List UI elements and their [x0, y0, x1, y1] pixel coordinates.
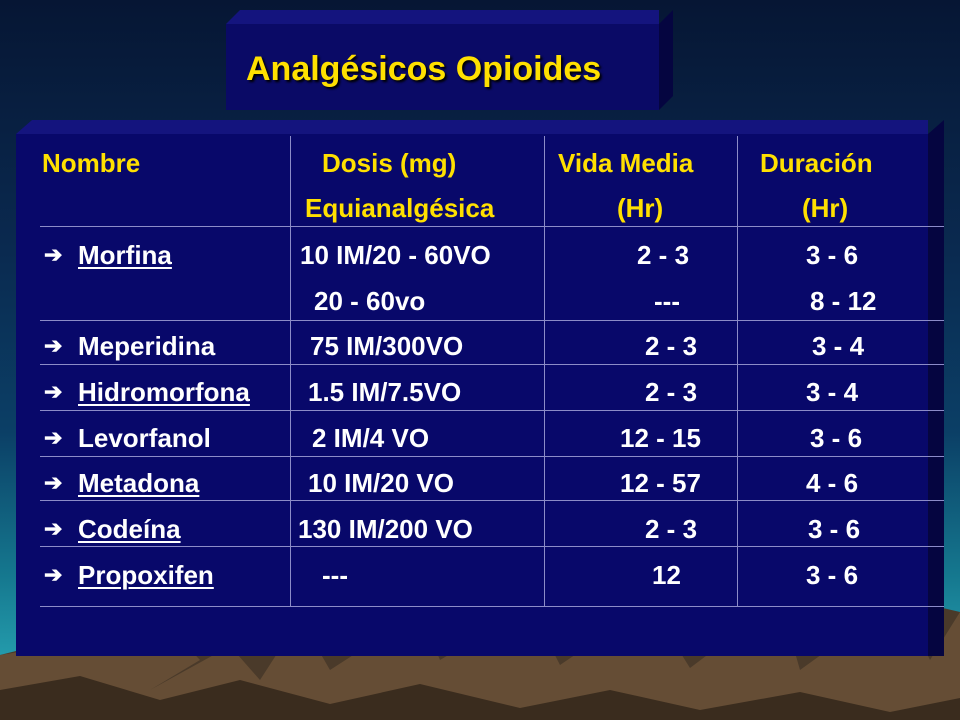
- drug-dose: 2 IM/4 VO: [312, 423, 430, 453]
- column-divider: [544, 136, 545, 606]
- drug-dose: 20 - 60vo: [314, 286, 426, 316]
- column-divider: [290, 136, 291, 606]
- header-dosis-sub: Equianalgésica: [305, 193, 495, 223]
- drug-name: Meperidina: [78, 331, 216, 361]
- drug-half-life: 2 - 3: [645, 514, 698, 544]
- drug-duration: 3 - 4: [812, 331, 865, 361]
- drug-duration: 8 - 12: [810, 286, 877, 316]
- right-arrow-icon: ➔: [44, 242, 63, 267]
- drug-half-life: 12: [652, 560, 681, 590]
- drug-name: Metadona: [78, 468, 200, 498]
- drug-half-life: 2 - 3: [645, 331, 698, 361]
- slide-title: Analgésicos Opioides: [246, 50, 602, 88]
- drug-half-life: 2 - 3: [637, 240, 690, 270]
- header-vida-sub: (Hr): [617, 193, 664, 223]
- drug-duration: 3 - 6: [806, 240, 859, 270]
- drug-dose: ---: [322, 560, 348, 590]
- drug-duration: 3 - 6: [810, 423, 863, 453]
- drug-dose: 10 IM/20 - 60VO: [300, 240, 491, 270]
- column-divider: [737, 136, 738, 606]
- drug-dose: 10 IM/20 VO: [308, 468, 454, 498]
- header-duracion-sub: (Hr): [802, 193, 849, 223]
- row-divider: [40, 320, 944, 321]
- header-duracion: Duración: [760, 148, 873, 178]
- row-divider: [40, 606, 944, 607]
- title-panel-top-edge: [226, 10, 659, 24]
- title-panel-side-edge: [659, 10, 673, 110]
- drug-duration: 4 - 6: [806, 468, 859, 498]
- row-divider: [40, 456, 944, 457]
- right-arrow-icon: ➔: [44, 379, 63, 404]
- drug-name: Morfina: [78, 240, 172, 270]
- drug-name: Propoxifen: [78, 560, 214, 590]
- drug-dose: 75 IM/300VO: [310, 331, 464, 361]
- table-panel: [16, 134, 928, 656]
- drug-dose: 130 IM/200 VO: [298, 514, 473, 544]
- drug-name: Codeína: [78, 514, 181, 544]
- drug-half-life: 12 - 57: [620, 468, 701, 498]
- drug-half-life: 2 - 3: [645, 377, 698, 407]
- table-panel-top-edge: [16, 120, 928, 134]
- right-arrow-icon: ➔: [44, 516, 63, 541]
- row-divider: [40, 226, 944, 227]
- header-dosis: Dosis (mg): [322, 148, 457, 178]
- right-arrow-icon: ➔: [44, 333, 63, 358]
- header-vida-media: Vida Media: [558, 148, 694, 178]
- right-arrow-icon: ➔: [44, 425, 63, 450]
- header-nombre: Nombre: [42, 148, 141, 178]
- right-arrow-icon: ➔: [44, 562, 63, 587]
- row-divider: [40, 364, 944, 365]
- right-arrow-icon: ➔: [44, 470, 63, 495]
- drug-name: Hidromorfona: [78, 377, 250, 407]
- drug-name: Levorfanol: [78, 423, 211, 453]
- mountain-foreground: [0, 676, 960, 720]
- drug-duration: 3 - 4: [806, 377, 859, 407]
- row-divider: [40, 500, 944, 501]
- table-panel-side-edge: [928, 120, 944, 656]
- row-divider: [40, 546, 944, 547]
- drug-duration: 3 - 6: [808, 514, 861, 544]
- drug-half-life: ---: [654, 286, 680, 316]
- drug-duration: 3 - 6: [806, 560, 859, 590]
- drug-half-life: 12 - 15: [620, 423, 701, 453]
- title-panel: [226, 24, 659, 110]
- drug-dose: 1.5 IM/7.5VO: [308, 377, 462, 407]
- row-divider: [40, 410, 944, 411]
